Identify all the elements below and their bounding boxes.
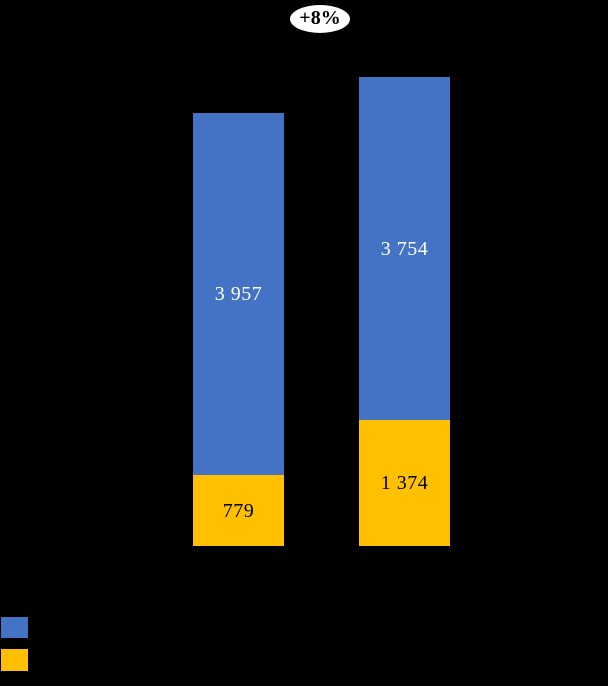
bar-segment-gold-lower-segment: 1 374 xyxy=(359,420,450,546)
bar-segment-value-label: 3 957 xyxy=(214,283,263,305)
bar-segment-value-label: 779 xyxy=(222,499,255,522)
bar-segment-value-label: 3 754 xyxy=(380,237,429,260)
bar-segment-blue-upper-segment: 3 754 xyxy=(359,77,450,420)
bar-segment-value-label: 1 374 xyxy=(380,472,429,494)
bar-segment-gold-lower-segment: 779 xyxy=(193,475,284,546)
growth-badge-label: +8% xyxy=(299,7,341,29)
bar-segment-blue-upper-segment: 3 957 xyxy=(193,113,284,475)
growth-badge: +8% xyxy=(290,5,350,33)
